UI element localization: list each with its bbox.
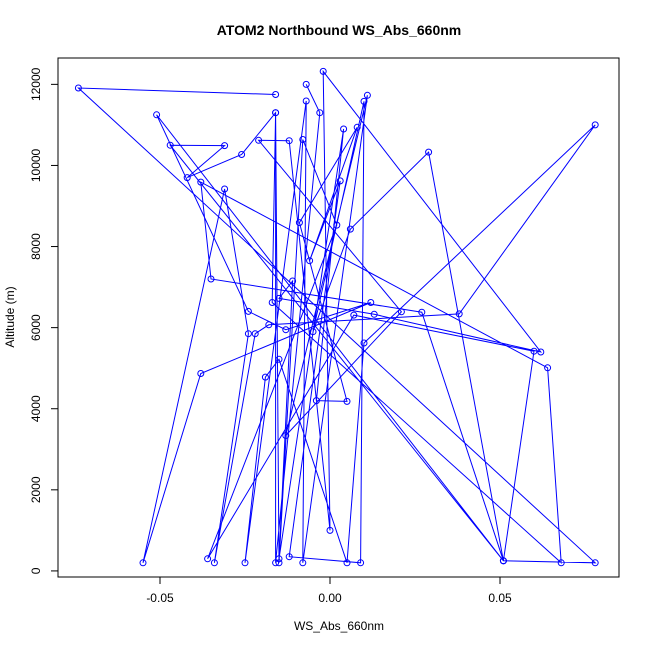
plot-frame — [57, 57, 620, 578]
data-point — [210, 559, 218, 567]
data-point — [530, 347, 538, 355]
data-point — [346, 225, 354, 233]
series-lines — [77, 69, 597, 564]
data-point — [363, 91, 371, 99]
data-point — [591, 559, 599, 567]
data-point — [418, 308, 426, 316]
data-point — [397, 308, 405, 316]
data-point — [272, 559, 280, 567]
data-point — [316, 109, 324, 117]
data-point — [360, 339, 368, 347]
data-point — [275, 355, 283, 363]
data-point — [340, 125, 348, 133]
y-tick-label: 6000 — [29, 314, 43, 341]
data-point — [255, 136, 263, 144]
x-tick-label: 0.05 — [488, 591, 512, 605]
y-axis-label: Altitude (m) — [3, 286, 17, 347]
data-point — [343, 559, 351, 567]
y-tick-label: 2000 — [29, 476, 43, 503]
data-point — [282, 326, 290, 334]
y-tick-label: 12000 — [29, 67, 43, 101]
data-point — [302, 80, 310, 88]
data-point — [251, 330, 259, 338]
data-point — [272, 91, 280, 98]
data-point — [166, 141, 174, 149]
data-point — [204, 555, 212, 563]
data-point — [309, 328, 317, 336]
data-point — [591, 121, 599, 129]
data-point — [306, 257, 314, 265]
data-point — [275, 294, 283, 302]
data-point — [295, 219, 303, 227]
data-point — [299, 136, 307, 143]
data-point — [272, 109, 280, 117]
x-axis-label: WS_Abs_660nm — [294, 619, 384, 633]
data-point — [197, 178, 205, 186]
data-point — [244, 307, 252, 315]
data-point — [367, 299, 375, 306]
data-point — [544, 364, 552, 372]
x-axis: -0.05 0.00 0.05 — [146, 576, 512, 605]
series-line — [77, 69, 597, 564]
series-points — [74, 67, 599, 567]
data-point — [326, 526, 334, 534]
y-tick-label: 8000 — [29, 233, 43, 260]
y-axis: 0 2000 4000 6000 8000 10000 12000 — [29, 67, 59, 574]
data-point — [302, 97, 310, 105]
chart-title: ATOM2 Northbound WS_Abs_660nm — [217, 22, 462, 38]
data-point — [319, 67, 327, 75]
data-point — [285, 553, 293, 561]
data-point — [333, 221, 341, 229]
data-point — [268, 299, 276, 306]
data-point — [285, 137, 293, 145]
data-point — [74, 84, 82, 92]
data-point — [265, 321, 273, 329]
data-point — [557, 559, 565, 567]
data-point — [299, 559, 307, 567]
data-point — [221, 142, 229, 150]
data-point — [197, 370, 205, 377]
x-tick-label: 0.00 — [318, 591, 342, 605]
y-tick-label: 0 — [29, 567, 43, 574]
data-point — [455, 310, 463, 318]
data-point — [537, 348, 545, 356]
data-point — [357, 559, 365, 567]
data-point — [207, 275, 215, 283]
data-point — [282, 432, 290, 439]
data-point — [183, 174, 191, 182]
data-point — [244, 330, 252, 338]
data-point — [312, 397, 320, 405]
data-point — [139, 559, 147, 567]
y-tick-label: 4000 — [29, 395, 43, 422]
data-point — [261, 373, 269, 381]
data-point — [425, 148, 433, 156]
data-point — [350, 311, 358, 319]
data-point — [353, 123, 361, 131]
data-point — [360, 97, 368, 105]
data-point — [238, 151, 246, 158]
data-point — [499, 557, 507, 565]
data-point — [241, 559, 249, 567]
data-point — [289, 277, 297, 285]
data-point — [336, 177, 344, 185]
data-point — [153, 111, 161, 119]
data-point — [275, 559, 283, 567]
data-point — [221, 185, 229, 193]
data-point — [343, 397, 351, 405]
data-point — [370, 310, 378, 318]
y-tick-label: 10000 — [29, 148, 43, 182]
x-tick-label: -0.05 — [146, 591, 174, 605]
data-point — [275, 555, 283, 563]
